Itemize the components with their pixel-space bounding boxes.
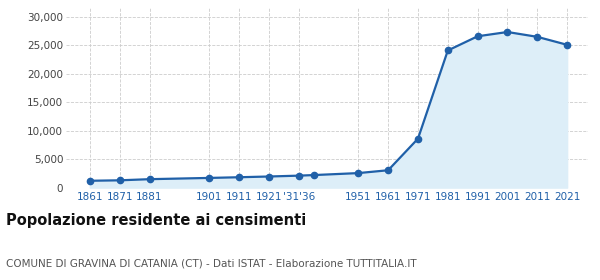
Text: Popolazione residente ai censimenti: Popolazione residente ai censimenti [6, 213, 306, 228]
Text: COMUNE DI GRAVINA DI CATANIA (CT) - Dati ISTAT - Elaborazione TUTTITALIA.IT: COMUNE DI GRAVINA DI CATANIA (CT) - Dati… [6, 258, 416, 268]
